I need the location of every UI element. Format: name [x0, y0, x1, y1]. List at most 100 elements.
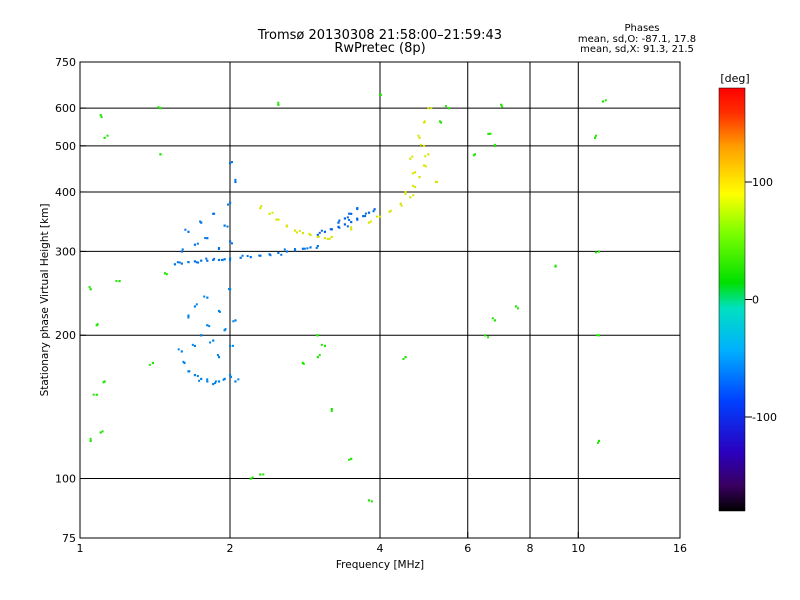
data-point — [554, 265, 557, 268]
data-point — [118, 280, 121, 283]
data-point — [402, 358, 405, 361]
data-point — [183, 361, 186, 365]
data-point — [303, 247, 306, 250]
data-point — [315, 334, 318, 337]
data-point — [422, 164, 426, 167]
data-point — [350, 212, 353, 215]
data-point — [343, 217, 347, 220]
data-point — [280, 253, 283, 256]
data-point — [222, 378, 225, 381]
data-point — [369, 220, 372, 223]
data-point — [95, 324, 98, 327]
data-point — [330, 409, 333, 412]
data-point — [96, 323, 99, 326]
data-point — [241, 254, 244, 257]
data-point — [298, 229, 301, 232]
data-point — [364, 215, 367, 218]
data-point — [193, 374, 197, 377]
y-tick-label: 750 — [55, 56, 76, 69]
data-point — [418, 175, 421, 178]
data-point — [159, 107, 162, 110]
data-point — [204, 237, 207, 240]
data-point — [419, 143, 422, 146]
data-point — [283, 248, 286, 251]
data-point — [422, 144, 426, 148]
data-point — [259, 207, 262, 210]
data-point — [427, 107, 430, 110]
data-point — [604, 99, 607, 102]
data-point — [343, 223, 347, 226]
data-point — [228, 288, 230, 291]
colorbar-tick-label: 100 — [752, 176, 773, 189]
data-point — [101, 430, 104, 433]
data-point — [320, 343, 323, 346]
data-point — [418, 136, 421, 139]
data-point — [178, 261, 181, 264]
data-point — [515, 305, 518, 308]
data-point — [411, 184, 414, 187]
data-point — [329, 228, 332, 231]
data-point — [232, 320, 235, 323]
data-point — [271, 211, 274, 214]
data-point — [323, 344, 327, 348]
data-point — [316, 233, 319, 237]
data-point — [200, 377, 203, 381]
data-point — [597, 439, 601, 443]
data-point — [251, 476, 254, 479]
data-point — [346, 216, 349, 219]
x-tick-label: 4 — [377, 542, 384, 555]
data-point — [217, 380, 221, 383]
data-point — [275, 218, 278, 221]
x-tick-label: 2 — [227, 542, 234, 555]
data-point — [501, 105, 504, 108]
data-point — [295, 231, 298, 234]
data-point — [159, 153, 162, 156]
data-point — [234, 178, 237, 181]
data-point — [318, 354, 321, 357]
data-point — [95, 393, 98, 396]
data-point — [205, 257, 208, 260]
data-point — [229, 257, 232, 260]
data-point — [350, 220, 353, 224]
data-point — [203, 295, 206, 298]
chart-title: Tromsø 20130308 21:58:00–21:59:43 — [257, 28, 502, 43]
data-point — [388, 210, 391, 213]
data-point — [193, 260, 197, 263]
data-point — [423, 120, 426, 123]
data-point — [212, 339, 215, 342]
data-point — [239, 256, 242, 259]
data-point — [330, 407, 333, 411]
data-point — [213, 212, 216, 215]
data-point — [493, 319, 497, 322]
data-point — [285, 250, 288, 253]
data-point — [350, 226, 353, 229]
data-point — [191, 343, 194, 346]
data-point — [424, 155, 427, 158]
data-point — [193, 344, 197, 348]
data-point — [337, 221, 340, 224]
data-point — [350, 457, 353, 461]
data-point — [597, 250, 601, 253]
data-point — [231, 161, 233, 164]
data-point — [176, 261, 179, 264]
data-point — [193, 243, 197, 246]
data-point — [323, 237, 327, 240]
gridlines — [80, 62, 680, 538]
data-point — [500, 103, 503, 106]
data-point — [214, 381, 217, 384]
data-point — [367, 499, 371, 502]
colorbar-tick-label: 0 — [752, 294, 759, 307]
data-point — [198, 379, 201, 382]
data-point — [399, 202, 402, 205]
data-point — [151, 361, 155, 365]
data-point — [277, 218, 280, 221]
data-point — [315, 246, 318, 249]
data-point — [350, 228, 353, 231]
data-point — [180, 250, 183, 253]
data-point — [229, 259, 231, 262]
data-point — [212, 258, 215, 262]
data-point — [229, 374, 232, 377]
data-point — [89, 288, 92, 291]
data-point — [246, 255, 249, 258]
data-point — [367, 221, 371, 224]
